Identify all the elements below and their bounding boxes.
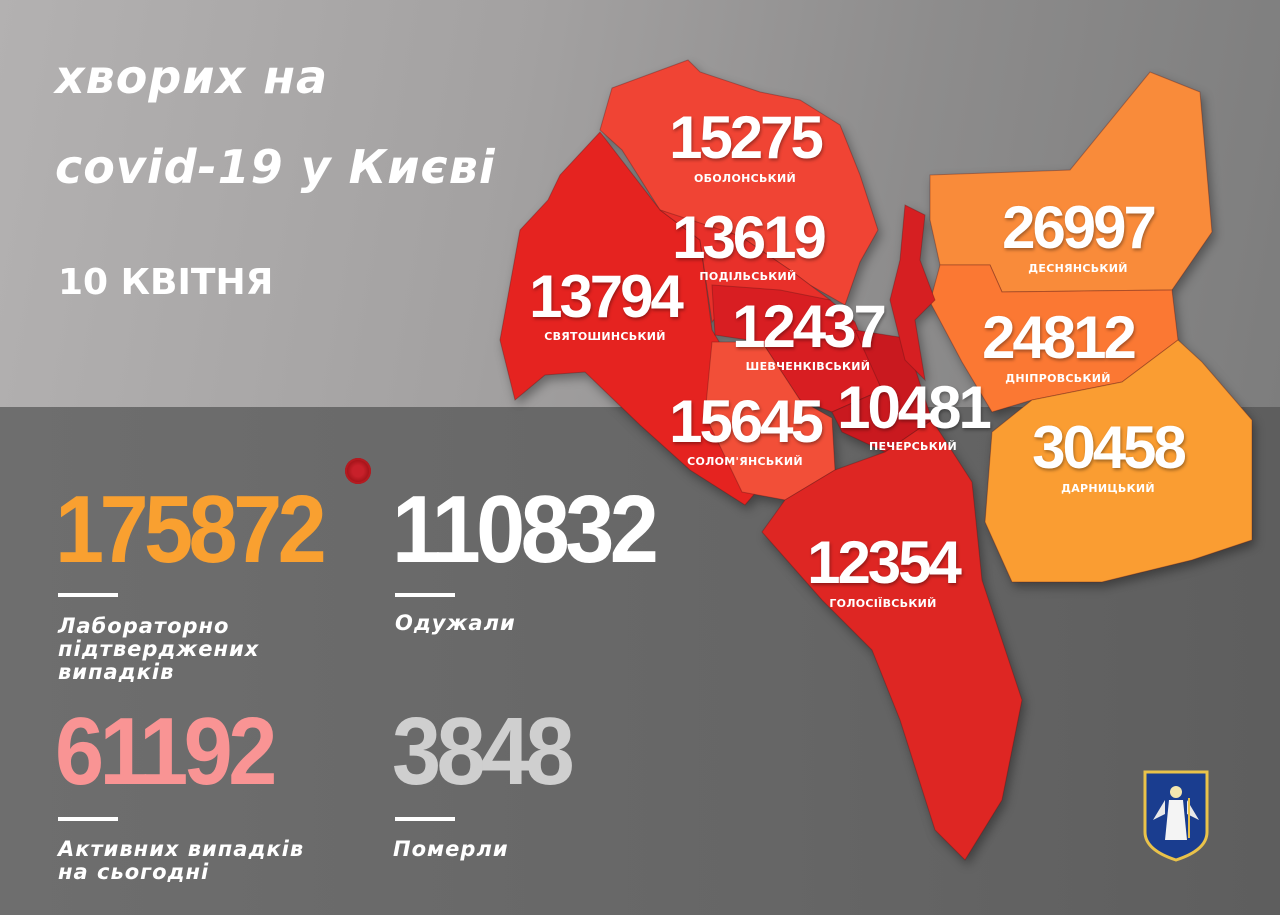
district-name-obolonskyi: ОБОЛОНСЬКИЙ xyxy=(694,172,796,185)
label-line: на сьогодні xyxy=(58,860,210,884)
divider xyxy=(58,817,118,821)
divider xyxy=(58,593,118,597)
label-line: підтверджених xyxy=(58,637,260,661)
district-darnytskyi xyxy=(984,339,1253,583)
district-holosiivskyi xyxy=(761,419,1023,861)
dnipro-islands xyxy=(889,204,936,382)
label-line: Одужали xyxy=(395,611,516,635)
district-value-podilskyi: 13619 xyxy=(672,204,827,271)
label-line: випадків xyxy=(58,660,175,684)
district-name-dniprovskyi: ДНІПРОВСЬКИЙ xyxy=(1005,372,1111,385)
stat-deaths-value: 3848 xyxy=(392,698,575,805)
label-line: Активних випадків xyxy=(58,837,305,861)
district-name-holosiivskyi: ГОЛОСІЇВСЬКИЙ xyxy=(829,597,937,610)
virus-icon xyxy=(345,458,371,484)
district-obolonskyi xyxy=(599,59,879,306)
district-name-darnytskyi: ДАРНИЦЬКИЙ xyxy=(1061,482,1155,495)
kyiv-coat-of-arms-icon xyxy=(1143,770,1209,862)
district-name-shevchenkivskyi: ШЕВЧЕНКІВСЬКИЙ xyxy=(745,360,871,373)
district-value-darnytskyi: 30458 xyxy=(1032,414,1187,481)
stat-active-label: Активних випадків на сьогодні xyxy=(58,838,304,884)
district-value-obolonskyi: 15275 xyxy=(669,104,824,171)
district-value-dniprovskyi: 24812 xyxy=(982,304,1137,371)
label-line: Померли xyxy=(393,837,509,861)
stat-confirmed-value: 175872 xyxy=(55,476,327,583)
district-value-shevchenkivskyi: 12437 xyxy=(732,293,887,360)
district-value-sviatoshynskyi: 13794 xyxy=(529,263,684,330)
district-name-desnianskyi: ДЕСНЯНСЬКИЙ xyxy=(1028,262,1128,275)
district-value-holosiivskyi: 12354 xyxy=(807,529,962,596)
district-value-pecherskyi: 10481 xyxy=(837,374,992,441)
stat-confirmed-label: Лабораторно підтверджених випадків xyxy=(58,615,259,684)
district-name-solomianskyi: СОЛОМ'ЯНСЬКИЙ xyxy=(687,455,803,468)
stat-deaths-label: Померли xyxy=(393,838,509,861)
district-value-solomianskyi: 15645 xyxy=(669,388,824,455)
label-line: Лабораторно xyxy=(58,614,230,638)
title-line-2: covid-19 у Києві xyxy=(55,140,496,194)
district-name-podilskyi: ПОДІЛЬСЬКИЙ xyxy=(699,270,797,283)
divider xyxy=(395,817,455,821)
district-value-desnianskyi: 26997 xyxy=(1002,194,1157,261)
date: 10 КВІТНЯ xyxy=(58,262,274,303)
district-name-sviatoshynskyi: СВЯТОШИНСЬКИЙ xyxy=(544,330,666,343)
stat-recovered-value: 110832 xyxy=(392,476,659,583)
title-line-1: хворих на xyxy=(55,50,329,104)
stat-recovered-label: Одужали xyxy=(395,612,516,635)
stat-active-value: 61192 xyxy=(55,698,277,805)
divider xyxy=(395,593,455,597)
district-name-pecherskyi: ПЕЧЕРСЬКИЙ xyxy=(868,440,958,453)
